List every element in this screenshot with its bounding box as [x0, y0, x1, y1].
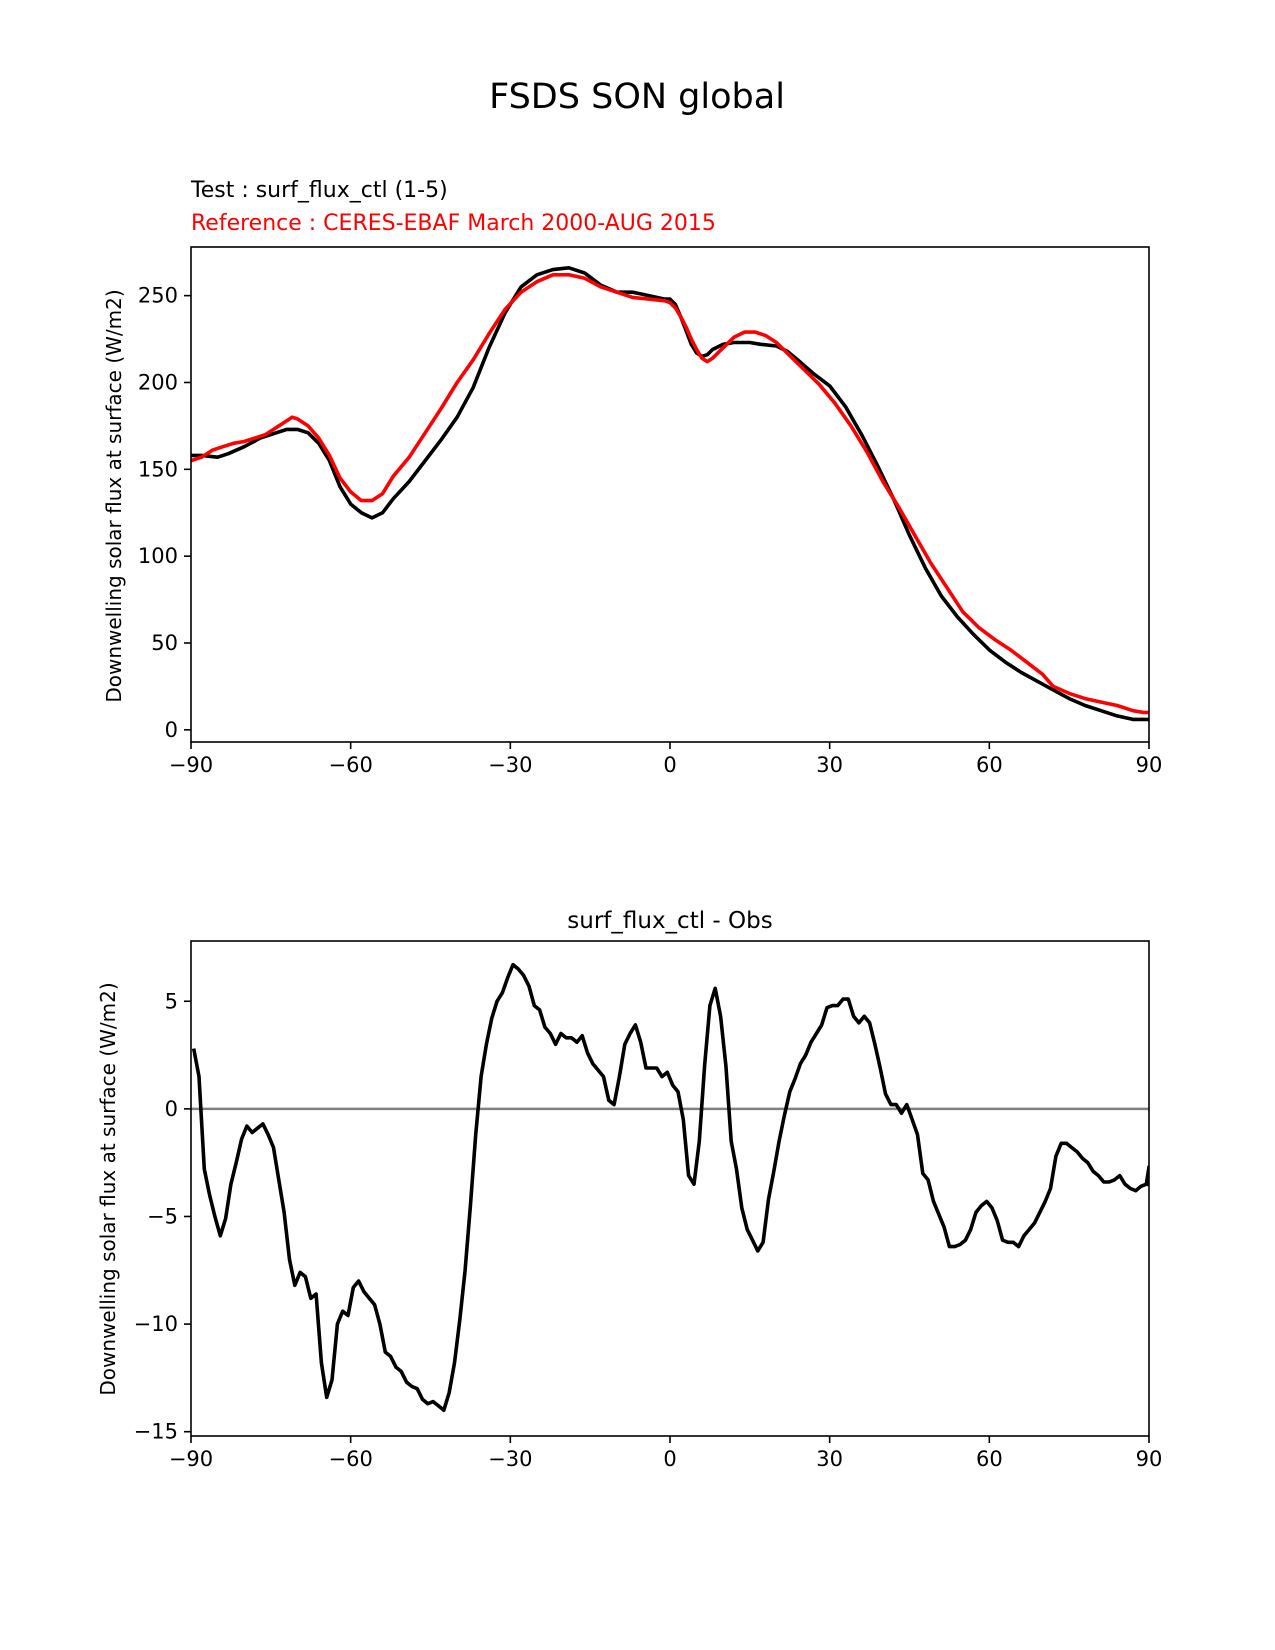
x-tick-label: 0: [663, 753, 676, 777]
reference-label: Reference : CERES-EBAF March 2000-AUG 20…: [191, 211, 716, 236]
y-tick-label: 0: [165, 718, 178, 742]
x-tick-label: 0: [663, 1447, 676, 1471]
figure-title: FSDS SON global: [489, 77, 785, 117]
x-tick-label: 90: [1136, 1447, 1163, 1471]
y-tick-label: −15: [134, 1420, 178, 1444]
x-tick-label: 60: [976, 753, 1003, 777]
y-tick-label: 5: [165, 989, 178, 1013]
x-tick-label: −30: [488, 1447, 532, 1471]
x-tick-label: 60: [976, 1447, 1003, 1471]
y-tick-label: −5: [147, 1204, 178, 1228]
x-tick-label: −60: [329, 1447, 373, 1471]
y-tick-label: 0: [165, 1097, 178, 1121]
bottom-y-ticks: −15 −10 −5 0 5: [134, 989, 191, 1444]
x-tick-label: −90: [169, 753, 213, 777]
bottom-plot-lines: [191, 962, 1149, 1412]
x-tick-label: 30: [816, 1447, 843, 1471]
top-axes-frame: [190, 246, 1150, 743]
x-tick-label: 90: [1136, 753, 1163, 777]
y-tick-label: 100: [138, 544, 178, 568]
x-tick-label: 30: [816, 753, 843, 777]
y-tick-label: 50: [151, 631, 178, 655]
top-chart: Test : surf_flux_ctl (1-5) Reference : C…: [102, 178, 1162, 777]
y-tick-label: 250: [138, 284, 178, 308]
series-line-test: [191, 962, 1149, 1412]
top-y-ticks: 0 50 100 150 200 250: [138, 284, 191, 742]
series-line-reference: [191, 273, 1149, 715]
top-y-axis-label: Downwelling solar flux at surface (W/m2): [102, 289, 126, 702]
bottom-y-axis-label: Downwelling solar flux at surface (W/m2): [96, 982, 120, 1395]
series-line-test: [191, 266, 1149, 722]
x-tick-label: −60: [329, 753, 373, 777]
x-tick-label: −90: [169, 1447, 213, 1471]
top-plot-lines: [191, 266, 1149, 722]
y-tick-label: −10: [134, 1312, 178, 1336]
x-tick-label: −30: [488, 753, 532, 777]
bottom-chart: surf_flux_ctl - Obs −90 −60 −30 0 30 60 90 −15…: [96, 908, 1162, 1471]
bottom-chart-title: surf_flux_ctl - Obs: [567, 908, 772, 934]
test-label: Test : surf_flux_ctl (1-5): [190, 178, 448, 203]
bottom-x-ticks: −90 −60 −30 0 30 60 90: [169, 1436, 1163, 1471]
y-tick-label: 150: [138, 457, 178, 481]
y-tick-label: 200: [138, 370, 178, 394]
top-x-ticks: −90 −60 −30 0 30 60 90: [169, 742, 1163, 777]
